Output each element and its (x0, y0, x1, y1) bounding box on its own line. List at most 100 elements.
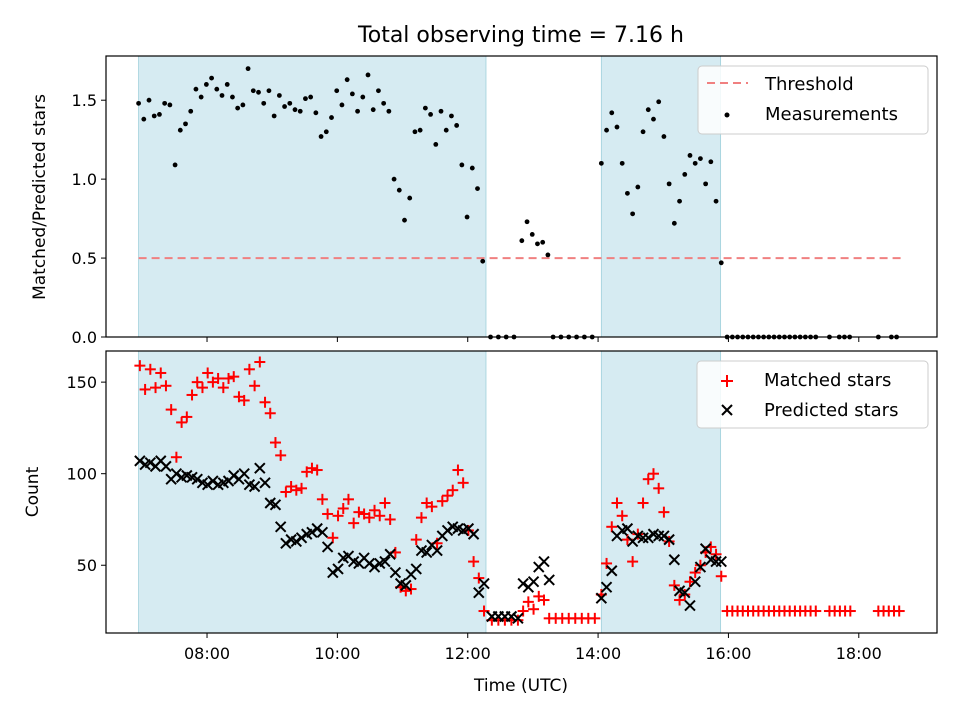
predicted-stars-point (606, 565, 618, 577)
matched-stars-point (810, 605, 822, 617)
matched-stars-point (202, 367, 214, 379)
matched-stars-point (275, 449, 287, 461)
matched-stars-point (658, 506, 670, 518)
measurement-point (619, 160, 625, 166)
predicted-stars-point-b (652, 530, 665, 542)
bottom-series-1 (134, 455, 727, 625)
predicted-stars-point (512, 612, 524, 625)
predicted-stars-point (668, 554, 681, 566)
predicted-stars-point-b (441, 524, 454, 537)
predicted-stars-point-b (679, 587, 691, 599)
predicted-stars-point-b (663, 533, 675, 546)
predicted-stars-point-b (228, 469, 240, 482)
predicted-stars-point (389, 566, 402, 579)
matched-stars-point (264, 407, 276, 419)
predicted-stars-point (238, 467, 250, 480)
predicted-stars-point-b (259, 477, 271, 489)
predicted-stars-point (517, 577, 529, 590)
predicted-stars-point-b (710, 555, 722, 568)
matched-stars-point (186, 389, 198, 401)
predicted-stars-point-b (290, 535, 303, 548)
predicted-stars-point-b (527, 576, 540, 588)
measurement-point (292, 107, 298, 113)
matched-stars-point (601, 557, 613, 569)
matched-stars-point (296, 482, 308, 494)
measurement-point (407, 195, 413, 201)
matched-stars-point (462, 524, 474, 536)
predicted-stars-point-b (410, 563, 422, 575)
predicted-legend-label: Predicted stars (764, 400, 898, 421)
measurement-point (209, 75, 214, 81)
matched-stars-point (379, 497, 391, 509)
measurement-point (313, 110, 319, 116)
bottom-y-tick-label: 100 (66, 465, 97, 484)
matched-stars-point (155, 367, 167, 379)
measurement-point (172, 162, 178, 168)
predicted-stars-point-b (668, 554, 681, 566)
predicted-stars-point (478, 577, 490, 590)
predicted-stars-point (316, 526, 329, 538)
matched-stars-point (337, 502, 349, 514)
bottom-legend-box (696, 360, 929, 429)
predicted-stars-point-b (505, 610, 518, 623)
predicted-stars-point (248, 480, 261, 493)
measurement-point (297, 108, 303, 114)
predicted-stars-point-b (538, 555, 550, 568)
measurement-point (604, 127, 609, 133)
measurement-point (545, 252, 551, 258)
predicted-stars-point-b (447, 521, 459, 533)
matched-stars-point (217, 382, 229, 394)
predicted-stars-point (269, 499, 282, 511)
predicted-stars-point-b (517, 577, 529, 590)
measurement-point (271, 113, 277, 119)
predicted-stars-point-b (467, 528, 480, 540)
matched-stars-point (165, 404, 177, 416)
predicted-stars-point-b (170, 467, 183, 480)
measurement-point (146, 97, 152, 103)
x-axis-label: Time (UTC) (473, 676, 568, 696)
matched-stars-point (160, 380, 172, 392)
matched-stars-point (616, 510, 628, 522)
measurement-point (177, 127, 183, 133)
measurement-point (386, 108, 392, 114)
measurement-point (698, 156, 703, 162)
x-tick-label: 08:00 (184, 644, 230, 663)
measurement-point (475, 186, 480, 192)
predicted-stars-point-b (191, 473, 203, 485)
measurement-point (625, 190, 630, 196)
predicted-stars-point-b (673, 585, 686, 597)
matched-stars-point (436, 495, 448, 507)
predicted-stars-point-b (684, 599, 696, 612)
predicted-stars-point (663, 533, 675, 546)
measurement-point (609, 110, 615, 116)
matched-stars-point (415, 512, 427, 524)
measurement-point (198, 94, 204, 100)
predicted-stars-point (527, 576, 540, 588)
predicted-stars-point (658, 530, 670, 542)
measurement-point (540, 239, 546, 245)
measurement-point (308, 94, 314, 100)
matched-stars-point (369, 504, 381, 516)
measurement-point (713, 198, 719, 204)
predicted-stars-point-b (306, 526, 318, 538)
matched-stars-point (517, 605, 529, 617)
matched-stars-point (663, 535, 675, 547)
matched-stars-point (679, 589, 691, 601)
predicted-stars-point-b (600, 581, 613, 593)
matched-stars-point (243, 363, 255, 375)
measurement-point (535, 241, 540, 247)
predicted-stars-point (420, 546, 433, 559)
matched-stars-point (306, 462, 318, 474)
predicted-stars-point (505, 610, 518, 623)
matched-stars-point (611, 497, 623, 509)
measurement-point (433, 142, 439, 147)
predicted-stars-point-b (264, 497, 276, 509)
predicted-stars-point-b (694, 561, 707, 573)
predicted-stars-point-b (181, 469, 193, 482)
matched-stars-point (259, 396, 271, 408)
predicted-stars-point (160, 460, 172, 473)
predicted-stars-point (400, 579, 412, 592)
matched-stars-point (348, 517, 360, 529)
measurement-point (245, 66, 251, 72)
